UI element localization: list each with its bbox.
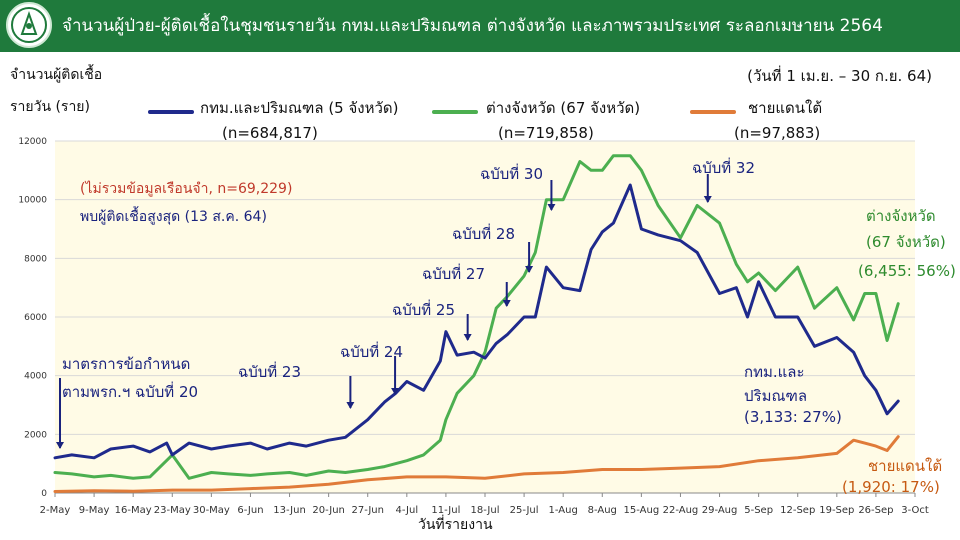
legend-label-bkk: กทม.และปริมณฑล (5 จังหวัด) <box>200 99 399 117</box>
annotation-bkk-line2: ปริมณฑล <box>744 387 808 405</box>
x-tick-label: 23-May <box>154 505 191 516</box>
x-tick-label: 12-Sep <box>780 505 815 516</box>
annotation-measure-line2: ตามพรก.ฯ ฉบับที่ 20 <box>62 383 199 401</box>
legend-n-bkk: (n=684,817) <box>222 124 318 142</box>
note-peak: พบผู้ติดเชื้อสูงสุด (13 ส.ค. 64) <box>80 209 267 225</box>
y-tick-label: 0 <box>41 489 47 499</box>
annotation-bkk-value: (3,133: 27%) <box>744 408 842 426</box>
legend-label-south: ชายแดนใต้ <box>748 99 823 117</box>
y-tick-label: 10000 <box>18 196 47 206</box>
x-tick-label: 25-Jul <box>510 505 539 516</box>
x-tick-label: 3-Oct <box>901 505 929 516</box>
annotation-arrow-head <box>463 334 472 341</box>
annotation-arrow-head <box>56 442 64 449</box>
annotation-measure-line1: มาตรการข้อกำหนด <box>62 355 191 373</box>
x-tick-label: 16-May <box>115 505 152 516</box>
x-tick-label: 6-Jun <box>237 505 263 516</box>
y-tick-label: 4000 <box>24 372 47 382</box>
annotation-v24: ฉบับที่ 24 <box>340 343 404 361</box>
series-line-0 <box>53 183 900 460</box>
x-tick-label: 20-Jun <box>312 505 345 516</box>
x-tick-label: 18-Jul <box>471 505 500 516</box>
annotation-provinces-value: (6,455: 56%) <box>858 262 956 280</box>
annotation-south-line1: ชายแดนใต้ <box>868 457 943 475</box>
annotation-arrow-head <box>525 266 534 273</box>
x-tick-label: 9-May <box>79 505 110 516</box>
x-axis-title: วันที่รายงาน <box>418 517 493 533</box>
annotation-bkk-line1: กทม.และ <box>744 363 805 381</box>
x-tick-label: 2-May <box>40 505 71 516</box>
x-tick-label: 4-Jul <box>396 505 419 516</box>
annotation-arrow-head <box>703 196 712 203</box>
header-bar: จำนวนผู้ป่วย-ผู้ติดเชื้อในชุมชนรายวัน กท… <box>0 0 960 52</box>
annotation-v25: ฉบับที่ 25 <box>392 301 456 319</box>
y-tick-label: 8000 <box>24 254 47 264</box>
date-range: (วันที่ 1 เม.ย. – 30 ก.ย. 64) <box>747 67 932 85</box>
x-tick-label: 8-Aug <box>588 505 617 516</box>
annotation-v32: ฉบับที่ 32 <box>692 159 756 177</box>
annotation-v28: ฉบับที่ 28 <box>452 225 516 243</box>
x-tick-label: 11-Jul <box>431 505 460 516</box>
x-tick-label: 30-May <box>193 505 230 516</box>
x-tick-label: 29-Aug <box>702 505 738 516</box>
y-tick-label: 6000 <box>24 313 47 323</box>
legend-swatch-provinces <box>432 110 478 114</box>
x-tick-label: 1-Aug <box>549 505 578 516</box>
legend-n-provinces: (n=719,858) <box>498 124 594 142</box>
x-tick-label: 22-Aug <box>663 505 699 516</box>
y-tick-label: 12000 <box>18 137 47 147</box>
annotation-arrow-head <box>346 402 355 409</box>
annotation-provinces-line2: (67 จังหวัด) <box>866 233 946 251</box>
legend-swatch-south <box>690 110 736 114</box>
annotation-v30: ฉบับที่ 30 <box>480 165 544 183</box>
legend-n-south: (n=97,883) <box>734 124 821 142</box>
annotation-arrow-head <box>547 204 556 211</box>
y-axis-label-line2: รายวัน (ราย) <box>10 99 90 115</box>
x-tick-label: 13-Jun <box>273 505 306 516</box>
y-axis-label-line1: จำนวนผู้ติดเชื้อ <box>10 67 103 83</box>
x-tick-label: 5-Sep <box>744 505 773 516</box>
ministry-logo-graphic <box>11 7 47 43</box>
ministry-logo-icon <box>6 2 52 48</box>
annotation-v23: ฉบับที่ 23 <box>238 363 302 381</box>
annotation-arrow-head <box>502 300 511 307</box>
series-line-2 <box>53 435 900 493</box>
annotation-provinces-line1: ต่างจังหวัด <box>866 207 936 225</box>
x-tick-label: 15-Aug <box>624 505 660 516</box>
y-tick-label: 2000 <box>24 430 47 440</box>
annotation-arrow-head <box>391 388 400 395</box>
legend-label-provinces: ต่างจังหวัด (67 จังหวัด) <box>486 99 641 117</box>
annotation-south-value: (1,920: 17%) <box>842 478 940 496</box>
page-title: จำนวนผู้ป่วย-ผู้ติดเชื้อในชุมชนรายวัน กท… <box>62 16 883 36</box>
x-tick-label: 27-Jun <box>351 505 384 516</box>
legend-swatch-bkk <box>148 110 194 114</box>
note-excluded-prison: (ไม่รวมข้อมูลเรือนจำ, n=69,229) <box>80 181 293 197</box>
x-tick-label: 19-Sep <box>819 505 854 516</box>
annotation-v27: ฉบับที่ 27 <box>422 265 486 283</box>
x-tick-label: 26-Sep <box>858 505 893 516</box>
